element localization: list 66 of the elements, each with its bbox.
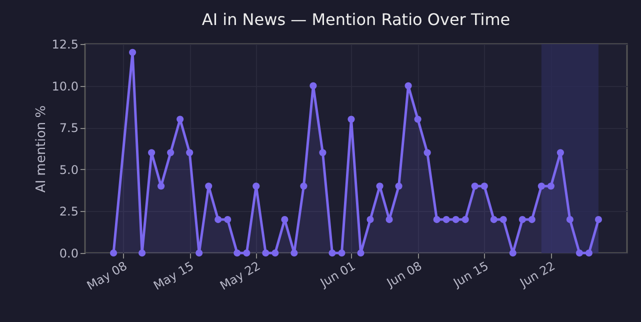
- point: [167, 149, 174, 156]
- y-tick-label: 5.0: [59, 162, 78, 177]
- y-tick-label: 2.5: [59, 204, 78, 219]
- point: [490, 216, 498, 224]
- point: [138, 249, 146, 257]
- point: [556, 149, 564, 156]
- point: [338, 249, 346, 257]
- point: [205, 182, 212, 190]
- point: [500, 216, 507, 224]
- point: [566, 216, 574, 224]
- point: [348, 116, 355, 123]
- point: [186, 149, 194, 156]
- point: [196, 249, 203, 257]
- point: [290, 249, 298, 257]
- x-tick-label: May 15: [151, 258, 196, 293]
- point: [224, 216, 232, 224]
- point: [462, 216, 469, 224]
- point: [234, 249, 241, 257]
- point: [452, 216, 460, 224]
- point: [547, 182, 554, 190]
- point: [129, 48, 136, 56]
- point: [357, 249, 364, 257]
- x-tick-label: Jun 22: [516, 258, 558, 290]
- point: [585, 249, 592, 257]
- point: [366, 216, 374, 224]
- point: [158, 182, 165, 190]
- point: [300, 182, 308, 190]
- point: [328, 249, 336, 257]
- x-tick-label: Jun 08: [384, 258, 424, 290]
- y-tick-label: 10.0: [52, 79, 78, 94]
- point: [176, 116, 184, 123]
- x-tick-label: May 22: [218, 258, 263, 293]
- point: [518, 216, 526, 224]
- point: [480, 182, 488, 190]
- point: [310, 82, 317, 90]
- chart-title: AI in News — Mention Ratio Over Time: [202, 10, 510, 29]
- point: [110, 249, 118, 257]
- point: [281, 216, 288, 224]
- point: [262, 249, 270, 257]
- point: [395, 182, 402, 190]
- point: [214, 216, 222, 224]
- point: [538, 182, 545, 190]
- point: [272, 249, 279, 257]
- y-axis-title: AI mention %: [34, 105, 49, 193]
- point: [509, 249, 516, 257]
- point: [594, 216, 602, 224]
- x-tick-label: May 08: [84, 258, 130, 293]
- y-tick-label: 7.5: [59, 121, 78, 136]
- x-tick-label: Jun 01: [317, 258, 358, 290]
- point: [386, 216, 393, 224]
- point: [424, 149, 431, 156]
- point: [376, 182, 384, 190]
- point: [148, 149, 156, 156]
- x-tick-label: Jun 15: [450, 258, 491, 290]
- point: [471, 182, 478, 190]
- y-tick-label: 0.0: [59, 246, 78, 260]
- point: [433, 216, 440, 224]
- point: [319, 149, 326, 156]
- point: [404, 82, 412, 90]
- point: [528, 216, 536, 224]
- y-tick-label: 12.5: [52, 38, 78, 52]
- point: [576, 249, 583, 257]
- point: [252, 182, 260, 190]
- point: [414, 116, 422, 123]
- point: [243, 249, 250, 257]
- point: [442, 216, 450, 224]
